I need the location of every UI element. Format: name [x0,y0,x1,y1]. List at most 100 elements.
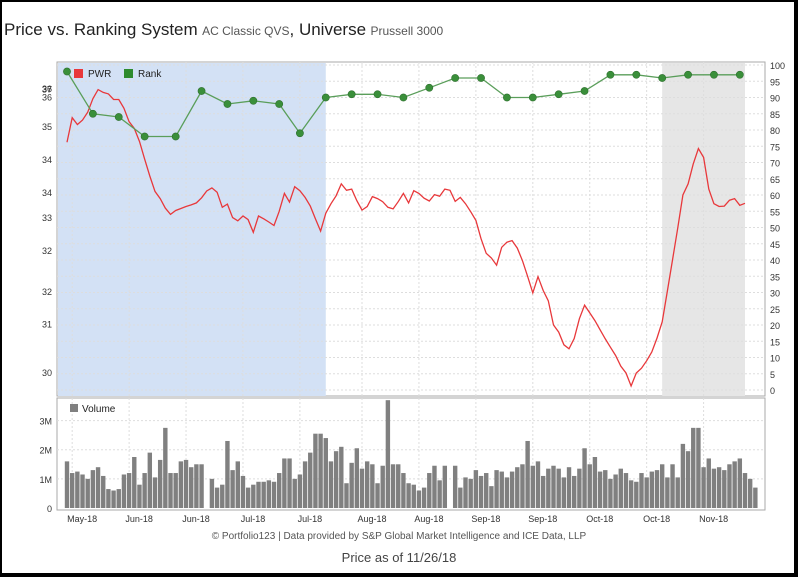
left-axis-tick: 36 [42,93,52,103]
volume-bar [256,481,261,508]
volume-bar [80,474,85,508]
volume-bar [308,452,313,508]
volume-bar [722,470,727,508]
volume-bar [385,400,391,508]
left-axis-tick: 34 [42,188,52,198]
volume-bar [623,473,629,508]
price-line [66,88,746,388]
volume-bar [302,461,308,508]
volume-bar [499,471,504,508]
legend-label: PWR [88,69,111,80]
volume-bar [194,464,199,508]
volume-bar [716,467,722,508]
right-axis-tick: 70 [770,159,780,169]
volume-bar [240,475,246,508]
volume-bar [706,458,711,508]
volume-bar [209,478,215,508]
volume-bar [680,443,686,508]
volume-bar [411,484,416,508]
rank-marker [528,93,537,102]
volume-bar [189,467,194,508]
volume-bar [478,475,484,508]
x-axis-label: Jul-18 [298,514,323,524]
volume-bar [685,451,691,508]
volume-bar [126,473,132,508]
rank-marker [114,113,123,121]
volume-bar [95,467,101,508]
rank-marker [88,109,97,118]
volume-bar [199,464,204,508]
x-axis-label: Jun-18 [125,514,153,524]
volume-bar [220,484,225,508]
volume-bar [364,461,370,508]
volume-bar [64,461,70,508]
volume-bar [659,464,665,508]
rank-marker [399,93,408,102]
left-axis-tick: 37 [42,85,52,95]
rank-marker [684,70,692,79]
rank-marker [658,74,667,82]
volume-bar [582,448,587,508]
volume-bar [551,465,556,508]
volume-bar [618,468,623,508]
right-axis-tick: 5 [770,370,775,380]
volume-bar [214,487,220,508]
right-axis-tick: 45 [770,240,780,250]
volume-bar [333,451,339,508]
volume-bar [742,473,748,508]
price-as-of: Price as of 11/26/18 [341,550,457,565]
volume-bar [665,477,670,508]
volume-bar [727,464,732,508]
right-axis-tick: 40 [770,256,780,266]
volume-bar [323,438,328,508]
volume-bar [468,478,473,508]
x-axis-label: Jun-18 [182,514,210,524]
volume-bar [396,464,401,508]
volume-bar [484,473,489,508]
volume-bar [266,480,272,508]
volume-legend-swatch [70,404,78,412]
x-axis-label: Jul-18 [241,514,266,524]
right-axis-tick: 30 [770,289,780,299]
volume-bar [592,457,598,508]
volume-bar [401,473,406,508]
volume-bar [696,427,701,508]
volume-bar [69,473,75,508]
volume-bar [121,474,127,508]
volume-bar [691,427,696,508]
volume-bar [489,486,494,508]
volume-bar [520,464,525,508]
right-axis-tick: 85 [770,110,780,120]
volume-bar [111,490,116,508]
left-axis-tick: 37 [42,84,52,94]
volume-bar [711,468,717,508]
volume-bar [753,487,758,508]
volume-bar [634,481,639,508]
volume-bar [587,464,592,508]
volume-bar [344,483,349,508]
volume-bar [675,477,680,508]
rank-marker [606,70,615,79]
volume-bar [173,473,178,508]
volume-bar [452,465,458,508]
volume-bar [654,470,660,508]
volume-bar [157,459,163,508]
volume-bar [251,484,256,508]
volume-bar [644,477,649,508]
volume-bar [359,468,365,508]
left-axis-tick: 32 [42,246,52,256]
rank-marker [171,132,180,141]
right-axis-tick: 95 [770,77,780,87]
volume-bar [427,473,432,508]
volume-bar [318,433,323,508]
volume-bar [142,473,147,508]
x-axis-label: Aug-18 [414,514,443,524]
volume-bar [458,487,463,508]
volume-bar [235,461,240,508]
right-axis-tick: 55 [770,207,780,217]
volume-bar [566,467,572,508]
volume-bar [732,461,737,508]
x-axis-label: Oct-18 [586,514,613,524]
volume-bar [370,464,375,508]
volume-bar [608,478,613,508]
